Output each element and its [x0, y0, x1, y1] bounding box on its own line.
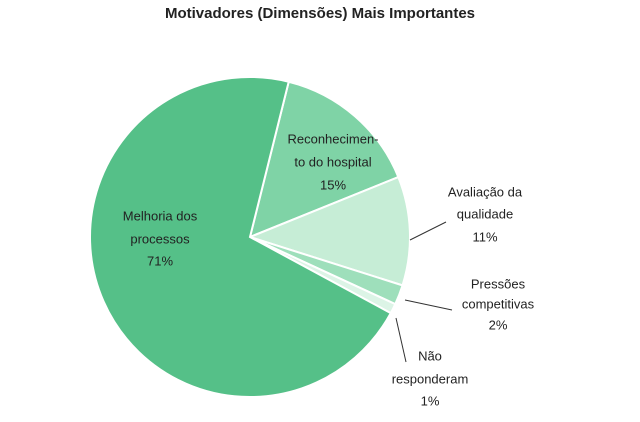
slice-label: competitivas: [462, 296, 535, 311]
pie-slice: [89, 76, 393, 398]
slice-label: Melhoria dos: [123, 208, 198, 223]
pie-slice: [248, 80, 400, 239]
slice-label: Reconhecimen-: [287, 131, 378, 146]
value-label: 71%: [147, 253, 173, 268]
slice-label: to do hospital: [294, 154, 371, 169]
pie-slice: [247, 175, 411, 287]
slice-label: responderam: [392, 371, 469, 386]
value-label: 15%: [320, 177, 346, 192]
leader-line: [404, 299, 453, 311]
value-label: 2%: [489, 317, 508, 332]
leader-line: [409, 221, 447, 241]
leader-line: [395, 317, 407, 363]
chart-title: Motivadores (Dimensões) Mais Importantes: [165, 5, 475, 22]
slice-label: Não: [418, 348, 442, 363]
slice-label: Pressões: [471, 276, 526, 291]
slice-label: qualidade: [457, 206, 513, 221]
slice-label: Avaliação da: [448, 184, 523, 199]
slice-label: processos: [130, 231, 190, 246]
value-label: 11%: [472, 229, 497, 244]
value-label: 1%: [421, 393, 440, 408]
